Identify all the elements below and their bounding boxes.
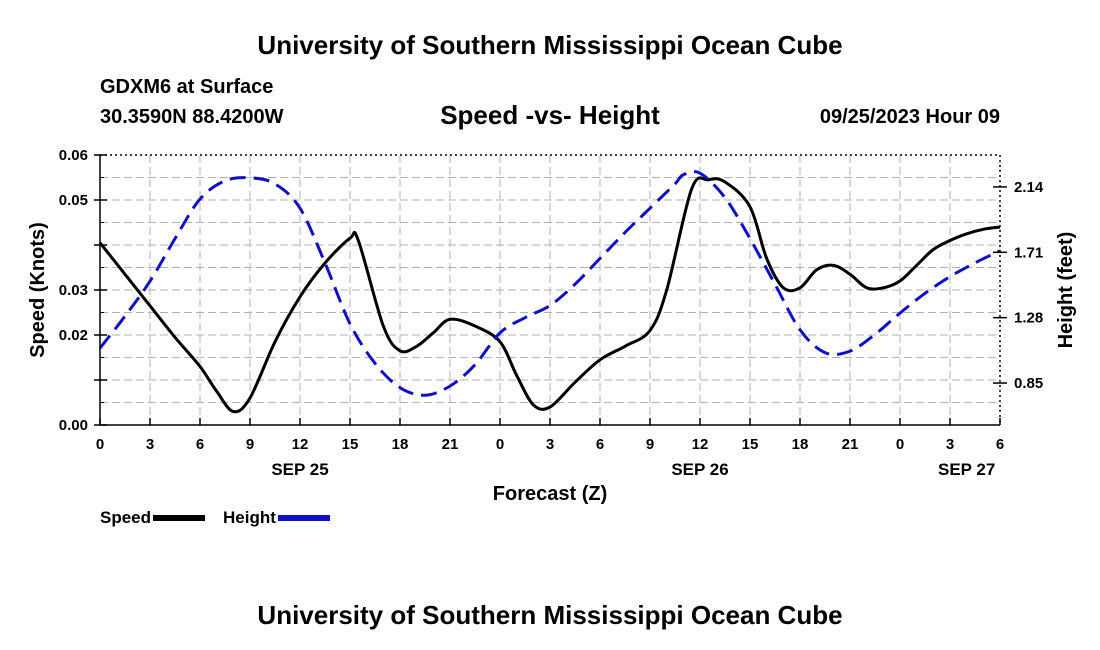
x-tick-label: 12 bbox=[692, 436, 709, 453]
datetime-label: 09/25/2023 Hour 09 bbox=[819, 106, 1000, 128]
x-tick-label: 9 bbox=[646, 436, 654, 453]
page-title: University of Southern Mississippi Ocean… bbox=[257, 30, 843, 60]
height-series-line bbox=[98, 170, 1001, 397]
series-layer bbox=[98, 170, 1001, 414]
x-tick-label: 0 bbox=[496, 436, 504, 453]
x-tick-label: 3 bbox=[946, 436, 954, 453]
x-tick-label: 9 bbox=[246, 436, 254, 453]
legend-speed-label: Speed bbox=[100, 508, 152, 527]
x-tick-label: 18 bbox=[392, 436, 409, 453]
x-tick-label: 15 bbox=[742, 436, 759, 453]
legend-height-label: Height bbox=[223, 508, 276, 527]
x-tick-label: 18 bbox=[792, 436, 809, 453]
y2-tick-label: 0.85 bbox=[1014, 375, 1043, 392]
date-label: SEP 26 bbox=[671, 460, 728, 479]
x-axis-label: Forecast (Z) bbox=[493, 483, 607, 505]
axes: 0 3 6 9 12 15 18 21 0 3 6 9 12 15 18 21 0 3 6 SEP 25 SEP 26 S… bbox=[59, 147, 1044, 479]
grid bbox=[100, 155, 1000, 425]
x-tick-label: 3 bbox=[146, 436, 154, 453]
footer-title: University of Southern Mississippi Ocean… bbox=[257, 600, 843, 630]
station-label: GDXM6 at Surface bbox=[100, 76, 274, 98]
legend-height-swatch bbox=[277, 515, 330, 521]
coordinates-label: 30.3590N 88.4200W bbox=[100, 106, 284, 128]
y2-tick-label: 1.71 bbox=[1014, 244, 1043, 261]
y-tick-label: 0.02 bbox=[59, 327, 88, 344]
x-tick-label: 0 bbox=[96, 436, 104, 453]
x-tick-label: 6 bbox=[596, 436, 604, 453]
x-tick-label: 12 bbox=[292, 436, 309, 453]
y2-axis-label: Height (feet) bbox=[1055, 232, 1077, 349]
legend: Speed Height bbox=[100, 508, 348, 528]
x-tick-label: 6 bbox=[196, 436, 204, 453]
x-tick-label: 0 bbox=[896, 436, 904, 453]
y2-tick-label: 2.14 bbox=[1014, 179, 1044, 196]
x-tick-label: 6 bbox=[996, 436, 1004, 453]
chart-title: Speed -vs- Height bbox=[440, 100, 660, 130]
y-tick-label: 0.06 bbox=[59, 147, 88, 164]
x-tick-label: 15 bbox=[342, 436, 359, 453]
date-label: SEP 25 bbox=[271, 460, 328, 479]
y-tick-label: 0.05 bbox=[59, 192, 88, 209]
y2-tick-label: 1.28 bbox=[1014, 310, 1043, 327]
speed-series-line bbox=[98, 176, 1001, 414]
x-tick-label: 21 bbox=[442, 436, 459, 453]
x-tick-label: 21 bbox=[842, 436, 859, 453]
x-tick-label: 3 bbox=[546, 436, 554, 453]
date-label: SEP 27 bbox=[938, 460, 995, 479]
y-tick-label: 0.00 bbox=[59, 417, 88, 434]
y-tick-label: 0.03 bbox=[59, 282, 88, 299]
y-axis-label: Speed (Knots) bbox=[27, 222, 49, 358]
legend-speed-swatch bbox=[153, 515, 206, 521]
